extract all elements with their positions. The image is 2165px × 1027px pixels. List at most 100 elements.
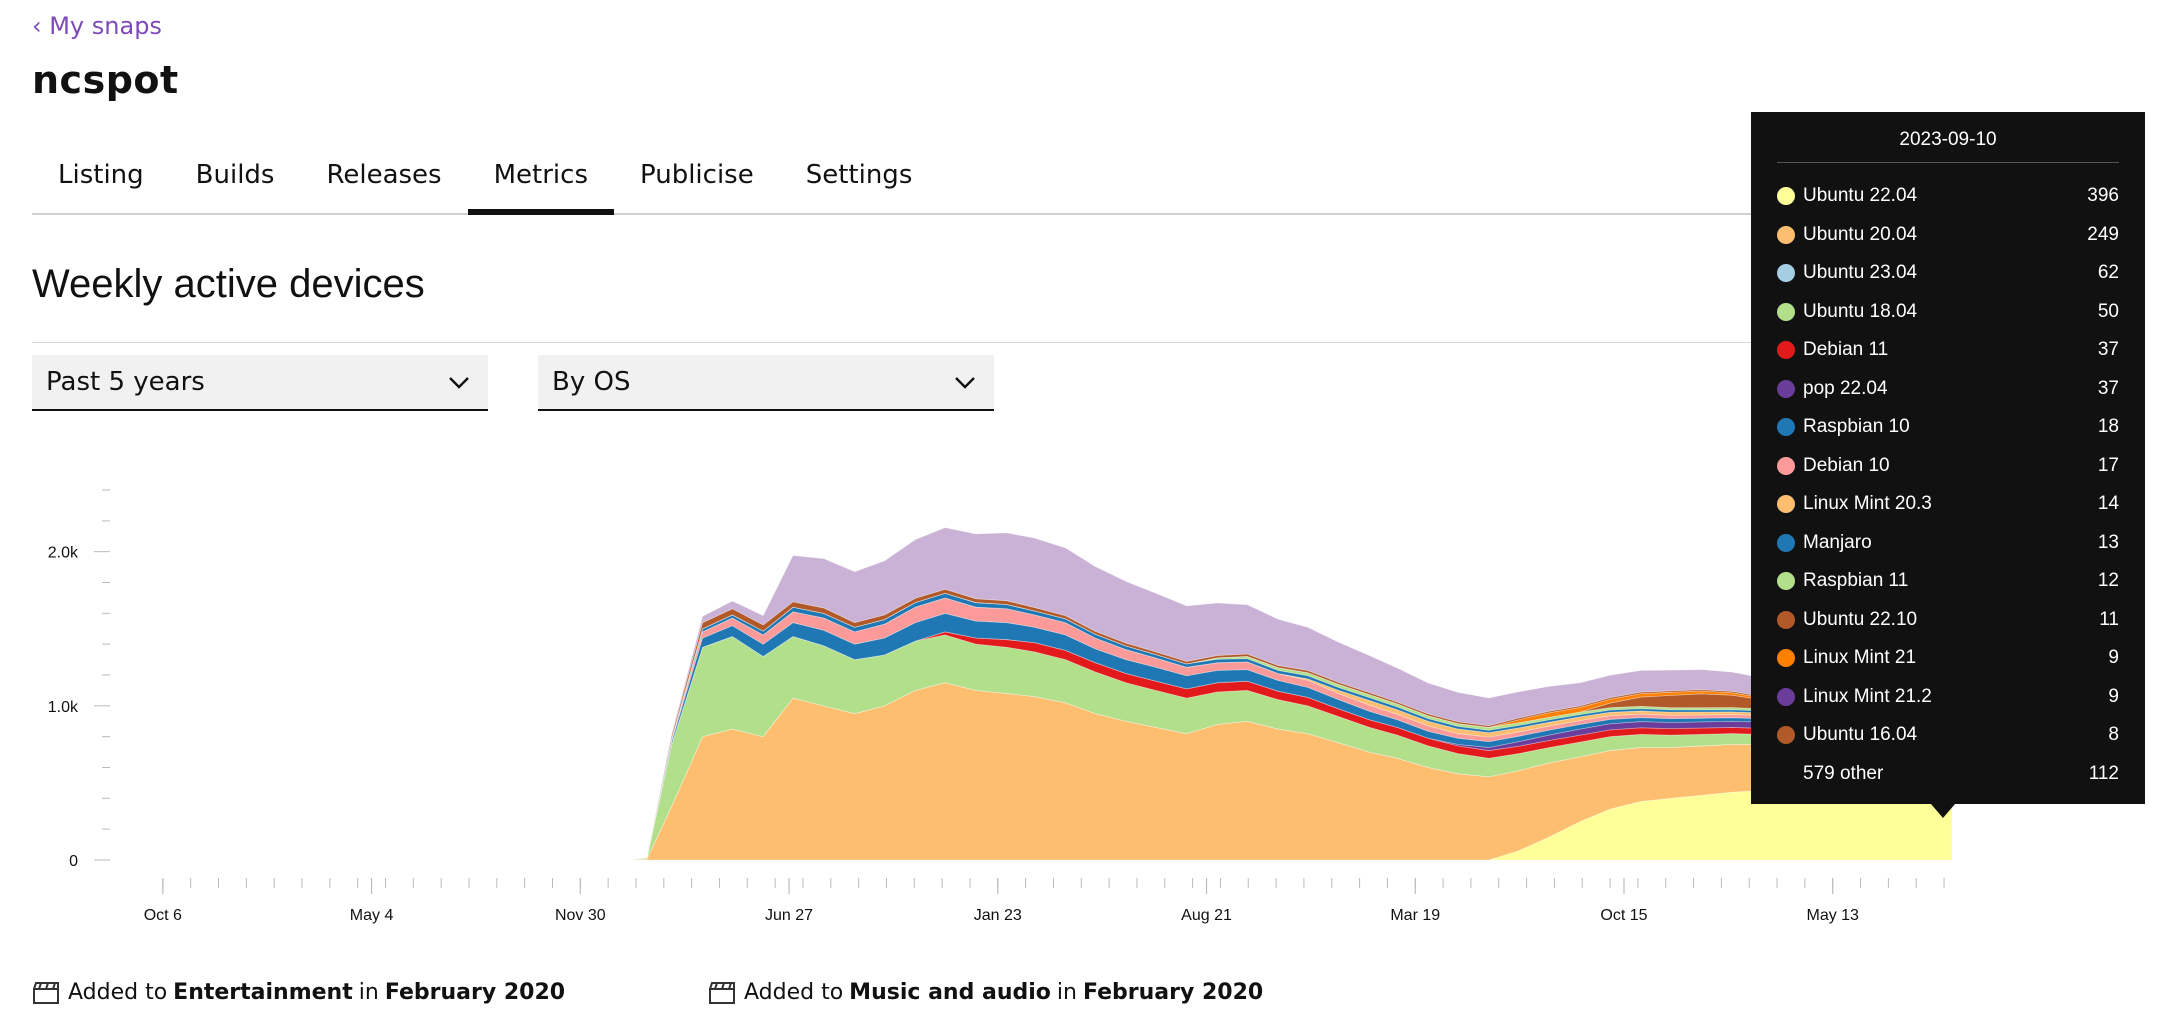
tooltip-series-value: 13 bbox=[2097, 531, 2119, 553]
tooltip-row: Manjaro 13 bbox=[1777, 524, 2119, 563]
x-tick-label: Jan 23 bbox=[974, 907, 1022, 924]
tab-settings[interactable]: Settings bbox=[805, 160, 913, 190]
series-color-swatch bbox=[1777, 418, 1795, 437]
tooltip-series-value: 17 bbox=[2097, 454, 2119, 476]
x-tick-label: Nov 30 bbox=[555, 907, 606, 924]
y-tick-label: 2.0k bbox=[48, 545, 79, 562]
series-color-swatch bbox=[1777, 379, 1795, 398]
snap-tabs: Listing Builds Releases Metrics Publicis… bbox=[32, 140, 1817, 215]
series-color-swatch bbox=[1777, 495, 1795, 514]
category-date: February 2020 bbox=[384, 980, 566, 1005]
series-color-swatch bbox=[1777, 765, 1795, 783]
series-color-swatch bbox=[1777, 533, 1795, 552]
tooltip-series-value: 112 bbox=[2088, 762, 2119, 784]
series-color-swatch bbox=[1777, 225, 1795, 244]
tooltip-series-value: 8 bbox=[2108, 724, 2119, 746]
tooltip-series-name: Debian 10 bbox=[1803, 454, 1890, 476]
tooltip-row: Raspbian 10 18 bbox=[1777, 408, 2119, 447]
tab-releases[interactable]: Releases bbox=[326, 160, 442, 190]
chevron-down-icon bbox=[955, 377, 975, 389]
tooltip-series-name: Ubuntu 23.04 bbox=[1803, 262, 1918, 284]
snap-title: ncspot bbox=[32, 58, 179, 102]
period-select[interactable]: Past 5 years bbox=[32, 355, 488, 411]
x-tick-label: Oct 15 bbox=[1600, 907, 1647, 924]
tooltip-series-name: Ubuntu 20.04 bbox=[1803, 223, 1918, 245]
tooltip-series-value: 249 bbox=[2087, 223, 2119, 245]
tooltip-row: Linux Mint 20.3 14 bbox=[1777, 485, 2119, 524]
series-color-swatch bbox=[1777, 572, 1795, 591]
tooltip-series-name: Ubuntu 18.04 bbox=[1803, 300, 1918, 322]
tooltip-row: Debian 11 37 bbox=[1777, 331, 2119, 370]
tooltip-series-value: 12 bbox=[2097, 570, 2119, 592]
back-to-my-snaps-link[interactable]: ‹ My snaps bbox=[32, 12, 162, 40]
tooltip-series-value: 37 bbox=[2097, 377, 2119, 399]
chevron-down-icon bbox=[449, 377, 469, 389]
weekly-active-devices-chart[interactable]: 0 1.0k 2.0k Oct 6 May 4 Nov 30 Jun 27 Jan 23 Aug… bbox=[0, 470, 2000, 930]
tooltip-series-value: 9 bbox=[2108, 685, 2119, 707]
series-color-swatch bbox=[1777, 649, 1795, 668]
tooltip-series-value: 396 bbox=[2087, 185, 2119, 207]
series-color-swatch bbox=[1777, 341, 1795, 360]
series-color-swatch bbox=[1777, 456, 1795, 475]
tab-builds[interactable]: Builds bbox=[195, 160, 275, 190]
series-color-swatch bbox=[1777, 302, 1795, 321]
section-divider bbox=[32, 342, 1817, 343]
series-color-swatch bbox=[1777, 264, 1795, 283]
tooltip-row: 579 other 112 bbox=[1777, 755, 2119, 794]
period-select-value: Past 5 years bbox=[46, 367, 205, 397]
group-select-value: By OS bbox=[552, 367, 631, 397]
tab-listing[interactable]: Listing bbox=[58, 160, 144, 190]
y-tick-label: 0 bbox=[69, 853, 78, 870]
tooltip-row: Ubuntu 16.04 8 bbox=[1777, 716, 2119, 755]
tooltip-series-name: 579 other bbox=[1803, 762, 1884, 784]
y-tick-label: 1.0k bbox=[48, 699, 79, 716]
tooltip-series-name: Linux Mint 21.2 bbox=[1803, 685, 1932, 707]
tooltip-series-value: 18 bbox=[2097, 416, 2119, 438]
category-entertainment: Added to Entertainment in February 2020 bbox=[32, 980, 571, 1005]
section-title: Weekly active devices bbox=[32, 262, 425, 306]
series-color-swatch bbox=[1777, 687, 1795, 706]
tooltip-series-value: 62 bbox=[2097, 262, 2119, 284]
tooltip-row: Linux Mint 21.2 9 bbox=[1777, 678, 2119, 717]
tooltip-row: Ubuntu 18.04 50 bbox=[1777, 293, 2119, 332]
x-tick-label: Oct 6 bbox=[144, 907, 182, 924]
category-prefix: Added to bbox=[68, 980, 168, 1005]
category-music-and-audio: Added to Music and audio in February 202… bbox=[708, 980, 1269, 1005]
tooltip-row: Linux Mint 21 9 bbox=[1777, 639, 2119, 678]
tooltip-series-value: 50 bbox=[2097, 300, 2119, 322]
clapperboard-icon bbox=[709, 981, 735, 1004]
series-color-swatch bbox=[1777, 610, 1795, 629]
x-tick-label: Aug 21 bbox=[1181, 907, 1232, 924]
x-tick-label: May 4 bbox=[350, 907, 394, 924]
tooltip-series-name: Manjaro bbox=[1803, 531, 1872, 553]
tooltip-series-name: Raspbian 10 bbox=[1803, 416, 1910, 438]
x-tick-label: May 13 bbox=[1806, 907, 1859, 924]
category-date: February 2020 bbox=[1082, 980, 1264, 1005]
tooltip-series-name: Debian 11 bbox=[1803, 339, 1889, 361]
category-name: Entertainment bbox=[173, 980, 353, 1005]
tooltip-row: Raspbian 11 12 bbox=[1777, 562, 2119, 601]
x-tick-label: Jun 27 bbox=[765, 907, 813, 924]
tab-metrics[interactable]: Metrics bbox=[467, 140, 615, 215]
tooltip-series-name: Ubuntu 22.04 bbox=[1803, 185, 1918, 207]
tooltip-series-name: Raspbian 11 bbox=[1803, 570, 1909, 592]
tooltip-row: pop 22.04 37 bbox=[1777, 370, 2119, 409]
category-middle: in bbox=[1056, 980, 1077, 1005]
series-color-swatch bbox=[1777, 726, 1795, 745]
tooltip-series-name: Linux Mint 21 bbox=[1803, 647, 1917, 669]
series-color-swatch bbox=[1777, 187, 1795, 206]
tooltip-series-name: Ubuntu 16.04 bbox=[1803, 724, 1918, 746]
tooltip-row: Ubuntu 20.04 249 bbox=[1777, 216, 2119, 255]
tooltip-date: 2023-09-10 bbox=[1777, 112, 2119, 163]
tooltip-series-value: 14 bbox=[2097, 493, 2119, 515]
tooltip-series-name: Ubuntu 22.10 bbox=[1803, 608, 1918, 630]
group-select[interactable]: By OS bbox=[538, 355, 994, 411]
tooltip-row: Ubuntu 22.10 11 bbox=[1777, 601, 2119, 640]
tab-publicise[interactable]: Publicise bbox=[640, 160, 754, 190]
tooltip-series-value: 11 bbox=[2099, 608, 2119, 630]
tooltip-rows: Ubuntu 22.04 396 Ubuntu 20.04 249 Ubuntu 23.… bbox=[1777, 177, 2119, 793]
tooltip-row: Ubuntu 23.04 62 bbox=[1777, 254, 2119, 293]
tooltip-series-value: 37 bbox=[2097, 339, 2119, 361]
tooltip-series-name: pop 22.04 bbox=[1803, 377, 1888, 399]
tooltip-series-value: 9 bbox=[2108, 647, 2119, 669]
